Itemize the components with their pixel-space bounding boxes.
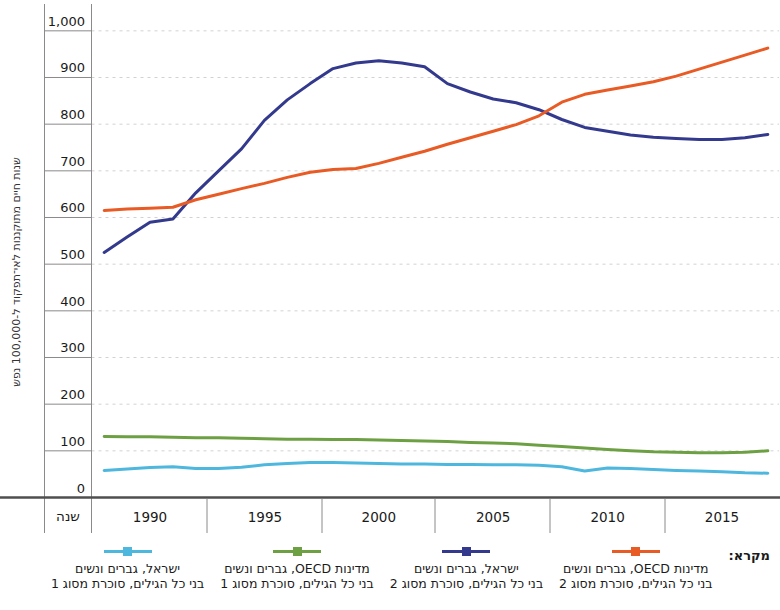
x-tick-label: 2015 xyxy=(705,509,739,525)
legend-item-oecd-type2: מדינות OECD, גברים ונשים בני כל הגילים, … xyxy=(559,547,712,591)
line-square-marker-icon xyxy=(612,547,660,556)
y-tick-label: 800 xyxy=(60,107,85,122)
line-square-marker-icon xyxy=(273,547,321,556)
x-tick-label: 1995 xyxy=(248,509,282,525)
line-square-marker-icon xyxy=(442,547,490,556)
legend-item-oecd-type1: מדינות OECD, גברים ונשים בני כל הגילים, … xyxy=(220,547,373,591)
y-tick-label: 1,000 xyxy=(48,14,85,29)
legend-label-line1: מדינות OECD, גברים ונשים xyxy=(220,561,373,576)
y-tick-label: 500 xyxy=(60,247,85,262)
y-tick-label: 200 xyxy=(60,387,85,402)
legend-label-line2: בני כל הגילים, סוכרת מסוג 2 xyxy=(559,576,712,591)
x-tick-label: 2000 xyxy=(362,509,396,525)
legend-item-israel-type1: ישראל, גברים ונשים בני כל הגילים, סוכרת … xyxy=(51,547,204,591)
line-chart: שנות חיים מתוקננות לאי־תפקוד ל-100,000 נ… xyxy=(0,0,780,540)
legend-title: מקרא: xyxy=(729,548,770,563)
y-tick-label: 100 xyxy=(60,434,85,449)
series-line xyxy=(104,61,768,253)
y-tick-label: 400 xyxy=(60,294,85,309)
series-line xyxy=(104,463,768,474)
x-tick-label: 2005 xyxy=(476,509,510,525)
legend-label-line1: ישראל, גברים ונשים xyxy=(51,561,204,576)
y-tick-label: 700 xyxy=(60,154,85,169)
legend-label-line2: בני כל הגילים, סוכרת מסוג 2 xyxy=(390,576,543,591)
legend: מקרא: מדינות OECD, גברים ונשים בני כל הג… xyxy=(0,547,776,591)
legend-label-line2: בני כל הגילים, סוכרת מסוג 1 xyxy=(220,576,373,591)
y-tick-label: 600 xyxy=(60,200,85,215)
series-line xyxy=(104,436,768,452)
y-tick-label: 0 xyxy=(77,481,85,496)
line-square-marker-icon xyxy=(104,547,152,556)
diabetes-daly-chart-page: שנות חיים מתוקננות לאי־תפקוד ל-100,000 נ… xyxy=(0,0,780,610)
x-tick-label: 1990 xyxy=(133,509,167,525)
x-axis-title: שנה xyxy=(56,508,80,524)
y-axis-title: שנות חיים מתוקננות לאי־תפקוד ל-100,000 נ… xyxy=(10,12,26,532)
chart-canvas: 0 100 200 300 400 500 600 700 800 900 1,000 שנה 1990… xyxy=(0,0,780,540)
legend-label-line2: בני כל הגילים, סוכרת מסוג 1 xyxy=(51,576,204,591)
y-tick-label: 900 xyxy=(60,60,85,75)
legend-label-line1: ישראל, גברים ונשים xyxy=(390,561,543,576)
x-tick-label: 2010 xyxy=(590,509,624,525)
legend-item-israel-type2: ישראל, גברים ונשים בני כל הגילים, סוכרת … xyxy=(390,547,543,591)
y-tick-label: 300 xyxy=(60,340,85,355)
legend-label-line1: מדינות OECD, גברים ונשים xyxy=(559,561,712,576)
